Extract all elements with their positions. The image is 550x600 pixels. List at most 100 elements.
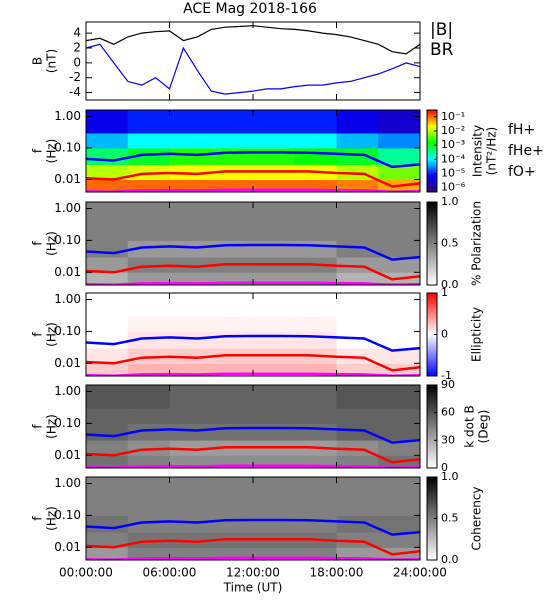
y-tick-label: 1.00 bbox=[54, 201, 81, 215]
heat-cell bbox=[169, 331, 212, 349]
heat-cell bbox=[294, 240, 337, 258]
colorbar-tick-label: -1 bbox=[441, 369, 452, 382]
y-tick-label: 0.10 bbox=[54, 233, 81, 247]
heat-cell bbox=[86, 363, 129, 376]
heat-cell bbox=[211, 147, 254, 165]
series-line bbox=[86, 243, 420, 261]
y-tick-label: -2 bbox=[69, 70, 81, 84]
legend-entry: fO+ bbox=[508, 164, 536, 180]
heat-cell bbox=[253, 132, 296, 149]
series-line bbox=[86, 262, 420, 281]
y-tick-label: 0.10 bbox=[54, 140, 81, 154]
legend-entry: |B| bbox=[430, 20, 453, 40]
heat-cell bbox=[294, 225, 337, 241]
y-tick-label: 0.10 bbox=[54, 508, 81, 522]
heat-cell bbox=[253, 500, 296, 516]
colorbar-tick-label: 0.0 bbox=[441, 553, 459, 566]
heat-cell bbox=[169, 477, 212, 501]
series-line bbox=[86, 170, 420, 188]
heat-cell bbox=[211, 331, 254, 349]
series-line bbox=[86, 518, 420, 536]
heat-cell bbox=[86, 500, 129, 516]
colorbar-label: % Polarization bbox=[470, 201, 484, 286]
heat-cell bbox=[378, 164, 420, 180]
heat-cell bbox=[211, 500, 254, 516]
heat-cell bbox=[378, 423, 420, 441]
y-axis-label: (Hz) bbox=[45, 231, 59, 256]
heat-cell bbox=[294, 147, 337, 165]
heat-cell bbox=[294, 110, 337, 134]
heat-cell bbox=[378, 316, 420, 332]
y-axis-label: (Hz) bbox=[45, 506, 59, 531]
heat-cell bbox=[86, 385, 129, 409]
heat-cell bbox=[127, 257, 170, 273]
heat-cell bbox=[86, 331, 129, 349]
y-tick-label: 0.01 bbox=[54, 265, 81, 279]
y-axis-label: f bbox=[31, 332, 45, 337]
heat-cell bbox=[211, 293, 254, 317]
heat-cell bbox=[127, 500, 170, 516]
heat-cell bbox=[253, 316, 296, 332]
colorbar-tick-label: 1.0 bbox=[441, 195, 459, 208]
heat-cell bbox=[169, 179, 212, 192]
heat-cell bbox=[211, 515, 254, 533]
heat-cell bbox=[336, 132, 379, 149]
heat-cell bbox=[336, 179, 379, 192]
heat-cell bbox=[127, 132, 170, 149]
y-axis-label: (Hz) bbox=[45, 322, 59, 347]
heat-cell bbox=[336, 547, 379, 560]
heat-cell bbox=[169, 147, 212, 165]
series-line bbox=[86, 537, 420, 556]
series-line bbox=[86, 445, 420, 464]
heat-cell bbox=[253, 293, 296, 317]
plot-area bbox=[86, 202, 420, 285]
heat-cell bbox=[294, 423, 337, 441]
heat-cell bbox=[86, 293, 129, 317]
heat-cell bbox=[253, 408, 296, 424]
legend-entry: BR bbox=[430, 40, 454, 60]
heat-cell bbox=[211, 385, 254, 409]
y-axis-label: (Hz) bbox=[45, 139, 59, 164]
heat-cell bbox=[253, 385, 296, 409]
heat-cell bbox=[127, 363, 170, 376]
heat-cell bbox=[169, 363, 212, 376]
heat-cell bbox=[378, 477, 420, 501]
heat-cell bbox=[336, 316, 379, 332]
colorbar bbox=[426, 109, 438, 193]
y-tick-label: -4 bbox=[69, 85, 81, 99]
colorbar-label: Ellipticity bbox=[470, 307, 484, 362]
heat-cell bbox=[169, 515, 212, 533]
heat-cell bbox=[127, 423, 170, 441]
heat-cell bbox=[211, 316, 254, 332]
heat-cell bbox=[336, 363, 379, 376]
plot-area bbox=[86, 110, 420, 192]
heat-cell bbox=[86, 225, 129, 241]
heat-cell bbox=[86, 348, 129, 364]
heat-cell bbox=[86, 440, 129, 456]
heat-cell bbox=[127, 179, 170, 192]
heat-cell bbox=[86, 547, 129, 560]
heat-cell bbox=[294, 316, 337, 332]
colorbar bbox=[426, 384, 438, 469]
heat-cell bbox=[378, 240, 420, 258]
series-line bbox=[86, 426, 420, 444]
colorbar-tick-label: 0 bbox=[441, 461, 448, 474]
heat-cell bbox=[169, 385, 212, 409]
x-axis-label: Time (UT) bbox=[223, 581, 283, 595]
heat-cell bbox=[127, 240, 170, 258]
plot-area bbox=[86, 477, 420, 560]
heat-cell bbox=[86, 408, 129, 424]
heat-cell bbox=[127, 532, 170, 548]
heat-cell bbox=[336, 423, 379, 441]
heat-cell bbox=[169, 293, 212, 317]
heat-cell bbox=[169, 408, 212, 424]
heat-cell bbox=[86, 257, 129, 273]
heat-cell bbox=[253, 147, 296, 165]
heat-cell bbox=[211, 202, 254, 226]
heat-cell bbox=[211, 132, 254, 149]
heat-cell bbox=[169, 440, 212, 456]
heat-cell bbox=[169, 348, 212, 364]
heat-cell bbox=[86, 202, 129, 226]
y-tick-label: 1.00 bbox=[54, 109, 81, 123]
